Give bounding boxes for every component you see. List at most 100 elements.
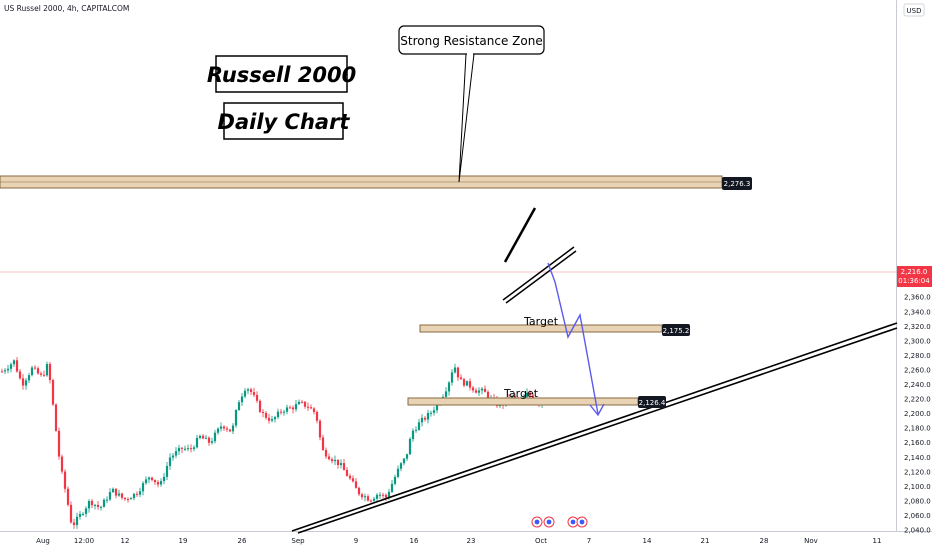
current-price-tag[interactable] [897,266,932,287]
candle-down [153,480,157,483]
candle-down [51,380,55,405]
projection-arrowhead [589,403,605,417]
candle-up [414,429,418,431]
wedge-upper-line[interactable] [503,207,537,263]
candle-down [201,435,205,439]
chart-title-line2: Daily Chart [218,110,351,134]
wedge-lower-line-inner [505,250,577,304]
candle-down [324,449,328,457]
x-tick-label: 14 [643,537,652,545]
candle-down [135,493,139,495]
time-axis[interactable]: Aug 12:00 12 19 26 Sep 9 16 23 Oct 7 14 21 28 Nov 11 [36,537,881,545]
currency-badge[interactable] [903,3,925,17]
candle-down [351,478,355,482]
candle-up [411,430,415,439]
candle-down [381,494,385,496]
candle-up [81,513,85,515]
candle-down [279,411,283,413]
candle-down [474,390,478,393]
x-tick-label: 11 [873,537,882,545]
candle-up [204,437,208,439]
candle-down [36,368,40,374]
candle-down [252,392,256,396]
x-tick-label: 12 [121,537,130,545]
price-axis[interactable]: 2,040.0 2,060.0 2,080.0 2,100.0 2,120.0 2,140… [904,279,931,534]
x-tick-label: 16 [410,537,419,545]
candle-down [261,411,265,414]
candle-down [120,493,124,498]
candle-down [90,500,94,506]
ascending-trendline[interactable] [291,322,898,532]
candle-up [240,396,244,403]
candle-up [165,465,169,477]
candle-up [426,412,430,420]
candle-down [300,401,304,403]
candle-up [219,426,223,429]
candle-down [528,392,532,396]
x-tick-label: 21 [701,537,710,545]
candle-up [132,493,136,499]
candle-up [237,402,241,411]
countdown-text: 01:36:04 [898,277,930,285]
candlestick-series [0,357,544,529]
title-box-2[interactable] [223,102,344,140]
candle-down [303,401,307,407]
candle-down [225,428,229,430]
y-tick-label: 2,040.0 [904,527,931,535]
title-box-1[interactable] [215,55,348,93]
candle-down [156,482,160,485]
event-icons[interactable] [531,516,588,528]
y-tick-label: 2,200.0 [904,410,931,418]
y-tick-label: 2,060.0 [904,512,931,520]
candle-up [27,375,31,381]
candle-down [306,406,310,408]
candle-down [330,459,334,462]
candle-up [435,403,439,411]
y-tick-label: 2,080.0 [904,497,931,505]
candle-up [378,494,382,496]
candle-down [291,407,295,410]
candle-down [360,494,364,498]
candle-down [288,407,292,409]
target2-price-tag[interactable] [638,396,666,408]
candle-down [384,494,388,498]
candle-up [363,496,367,498]
resistance-callout-pointer [458,53,475,183]
candle-up [285,407,289,412]
candle-up [99,506,103,508]
candle-down [189,448,193,450]
y-tick-label: 2,180.0 [904,425,931,433]
candle-up [525,392,529,397]
resistance-callout-text: Strong Resistance Zone [400,34,542,48]
ascending-trendline-inner [297,327,898,534]
candle-up [213,432,217,442]
candle-down [468,381,472,388]
candle-up [420,417,424,423]
candle-down [348,475,352,479]
resistance-price-tag[interactable] [722,177,752,190]
candle-up [195,437,199,448]
candle-down [264,413,268,418]
target1-price-tag[interactable] [662,324,690,336]
candle-up [210,441,214,443]
candle-down [483,388,487,392]
x-tick-label: Oct [535,537,547,545]
candle-down [150,477,154,481]
candle-down [249,389,253,393]
candle-up [294,404,298,410]
target1-label: Target [523,315,559,328]
candle-up [75,516,79,525]
candle-up [375,494,379,499]
candle-down [48,364,52,381]
candle-down [369,500,373,502]
candle-down [69,504,73,523]
candle-up [231,425,235,432]
wedge-lower-line[interactable] [502,246,575,301]
candle-up [393,476,397,484]
candle-up [432,410,436,413]
candle-down [222,426,226,429]
x-tick-label: 9 [354,537,358,545]
candle-up [192,447,196,449]
candle-down [471,387,475,391]
